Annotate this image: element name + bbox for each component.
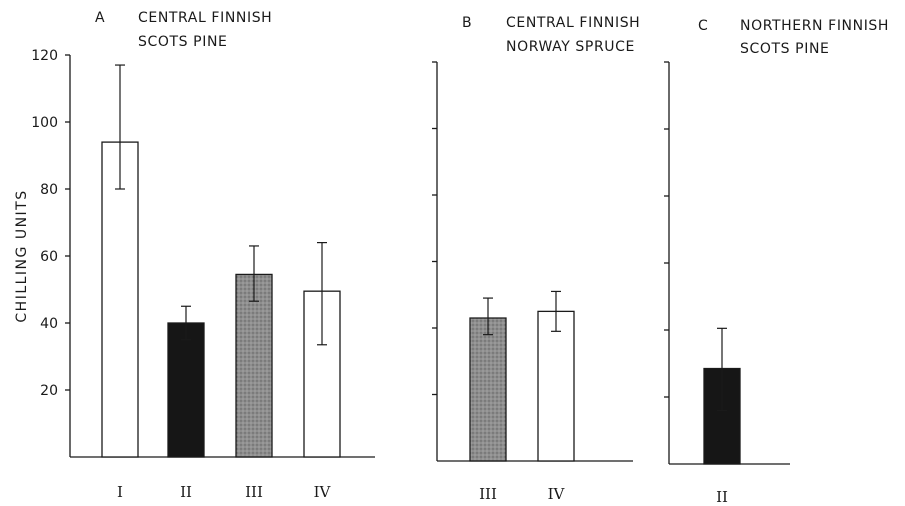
bar-iv [537, 310, 575, 462]
panel-title-line: NORTHERN FINNISH [740, 18, 889, 34]
panel-title-line: CENTRAL FINNISH [138, 10, 272, 26]
panel-letter: B [462, 15, 472, 31]
panel-letter: A [95, 10, 105, 26]
bar-ii [167, 322, 205, 458]
panel-a: 20 40 60 80 100 120 CHILLING UNITS A CENTRAL FIN… [14, 10, 375, 501]
category-label: III [479, 485, 497, 503]
y-tick-label: 120 [31, 48, 58, 64]
category-label: I [117, 483, 123, 501]
panel-title-line: CENTRAL FINNISH [506, 15, 640, 31]
category-label: II [716, 488, 728, 506]
y-tick-label: 60 [40, 249, 58, 265]
y-tick-label: 80 [40, 182, 58, 198]
category-label: III [245, 483, 263, 501]
y-tick-label: 100 [31, 115, 58, 131]
category-label: IV [548, 485, 566, 503]
panel-c: C NORTHERN FINNISH SCOTS PINE II [664, 18, 889, 506]
panel-title-line: NORWAY SPRUCE [506, 39, 635, 55]
category-label: II [180, 483, 192, 501]
bar-iii [235, 273, 273, 458]
panel-title-line: SCOTS PINE [138, 34, 227, 50]
bar-iii [469, 317, 507, 462]
panel-title-line: SCOTS PINE [740, 41, 829, 57]
panel-b: B CENTRAL FINNISH NORWAY SPRUCE III IV [432, 15, 640, 503]
y-axis-label: CHILLING UNITS [14, 189, 30, 322]
panel-letter: C [698, 18, 708, 34]
y-tick-label: 40 [40, 316, 58, 332]
category-label: IV [314, 483, 332, 501]
y-tick-label: 20 [40, 383, 58, 399]
bar-i [101, 141, 139, 458]
